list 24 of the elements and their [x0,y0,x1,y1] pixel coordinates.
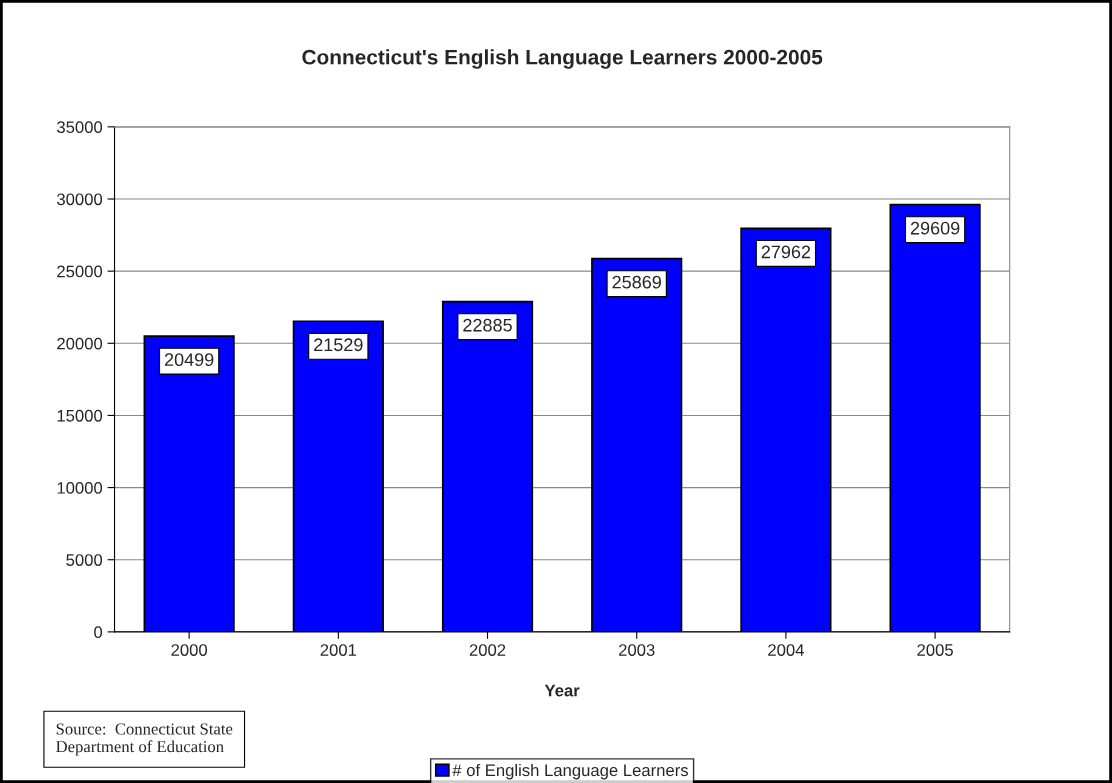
x-tick-label: 2004 [768,644,804,656]
y-tick-label: 25000 [57,265,103,278]
legend-label: # of English Language Learners [452,763,688,780]
y-tick-label: 0 [94,626,103,639]
data-label: 20499 [164,353,214,367]
source-note: Source: Connecticut State Department of Education [56,723,233,756]
data-label: 27962 [761,245,811,259]
x-tick-label: 2000 [171,644,208,656]
y-tick-label: 35000 [57,121,103,134]
x-tick-label: 2002 [469,644,506,656]
data-label: 25869 [612,275,661,289]
y-tick-label: 20000 [57,337,103,350]
y-tick-label: 10000 [57,481,103,494]
x-tick-label: 2003 [619,644,655,656]
y-tick-label: 15000 [57,409,103,422]
data-label: 22885 [463,318,512,332]
data-label: 21529 [314,338,363,352]
x-tick-label: 2005 [917,644,953,656]
data-label: 29609 [910,221,960,235]
x-tick-label: 2001 [320,644,357,656]
chart-title: Connecticut's English Language Learners 2000-2005 [302,49,823,69]
y-tick-label: 5000 [66,554,103,566]
y-tick-label: 30000 [57,193,103,206]
x-axis-title: Year [544,684,580,697]
